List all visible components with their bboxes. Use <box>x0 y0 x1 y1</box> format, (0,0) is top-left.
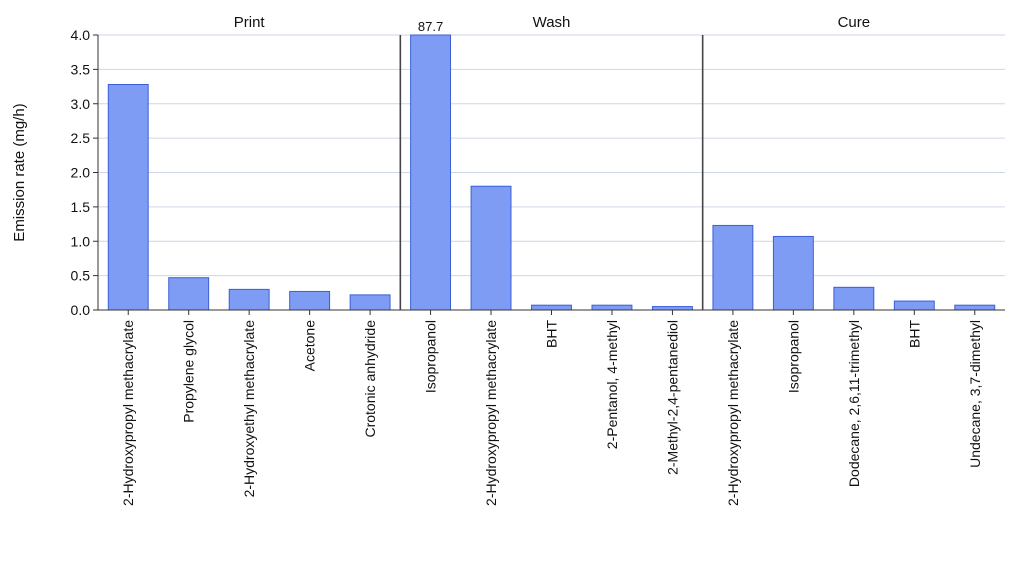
category-label: 2-Hydroxyethyl methacrylate <box>241 320 257 498</box>
y-tick-label: 0.0 <box>71 302 91 318</box>
bar <box>349 294 391 311</box>
category-labels: 2-Hydroxypropyl methacrylate Propylene gl… <box>120 310 983 506</box>
bar <box>289 290 331 311</box>
y-tick-label: 2.0 <box>71 165 91 181</box>
bar <box>954 304 996 311</box>
category-label: 2-Pentanol, 4-methyl <box>604 320 620 449</box>
category-label: 2-Hydroxypropyl methacrylate <box>120 320 136 506</box>
panel-title: Cure <box>838 14 871 31</box>
category-label: Isopropanol <box>785 320 801 393</box>
y-tick-label: 2.5 <box>71 130 91 146</box>
bar <box>893 300 935 311</box>
bar <box>772 235 814 311</box>
y-tick-label: 0.5 <box>71 268 91 284</box>
category-label: 2-Methyl-2,4-pentanediol <box>664 320 680 475</box>
category-label: Acetone <box>302 320 318 372</box>
y-tick-label: 3.0 <box>71 96 91 112</box>
y-tick-label: 4.0 <box>71 27 91 43</box>
bar <box>228 288 270 311</box>
bar <box>712 224 754 311</box>
panel-title: Print <box>234 14 266 31</box>
bar <box>410 34 452 311</box>
category-label: Crotonic anhydride <box>362 320 378 438</box>
grid-lines <box>98 34 1005 311</box>
category-label: Undecane, 3,7-dimethyl <box>967 320 983 468</box>
bar <box>833 286 875 311</box>
bar <box>107 84 149 311</box>
panel-titles: Print Wash Cure <box>234 14 870 310</box>
y-tick-label: 1.5 <box>71 199 91 215</box>
category-label: 2-Hydroxypropyl methacrylate <box>483 320 499 506</box>
y-tick-label: 1.0 <box>71 233 91 249</box>
category-label: Propylene glycol <box>181 320 197 423</box>
bar-data-label: 87.7 <box>418 19 443 34</box>
bar <box>470 185 512 311</box>
bar <box>591 304 633 311</box>
panel-title: Wash <box>533 14 571 31</box>
category-label: Isopropanol <box>423 320 439 393</box>
category-label: BHT <box>906 320 922 348</box>
bar <box>168 277 210 311</box>
y-axis-label: Emission rate (mg/h) <box>11 103 28 241</box>
bar <box>651 306 693 311</box>
y-tick-labels: 0.0 0.5 1.0 1.5 2.0 2.5 3.0 3.5 4.0 <box>71 27 98 318</box>
category-label: 2-Hydroxypropyl methacrylate <box>725 320 741 506</box>
bar <box>531 304 572 311</box>
category-label: Dodecane, 2,6,11-trimethyl <box>846 320 862 487</box>
category-label: BHT <box>544 320 560 348</box>
bars: 87.7 <box>107 19 996 311</box>
y-tick-label: 3.5 <box>71 61 91 77</box>
